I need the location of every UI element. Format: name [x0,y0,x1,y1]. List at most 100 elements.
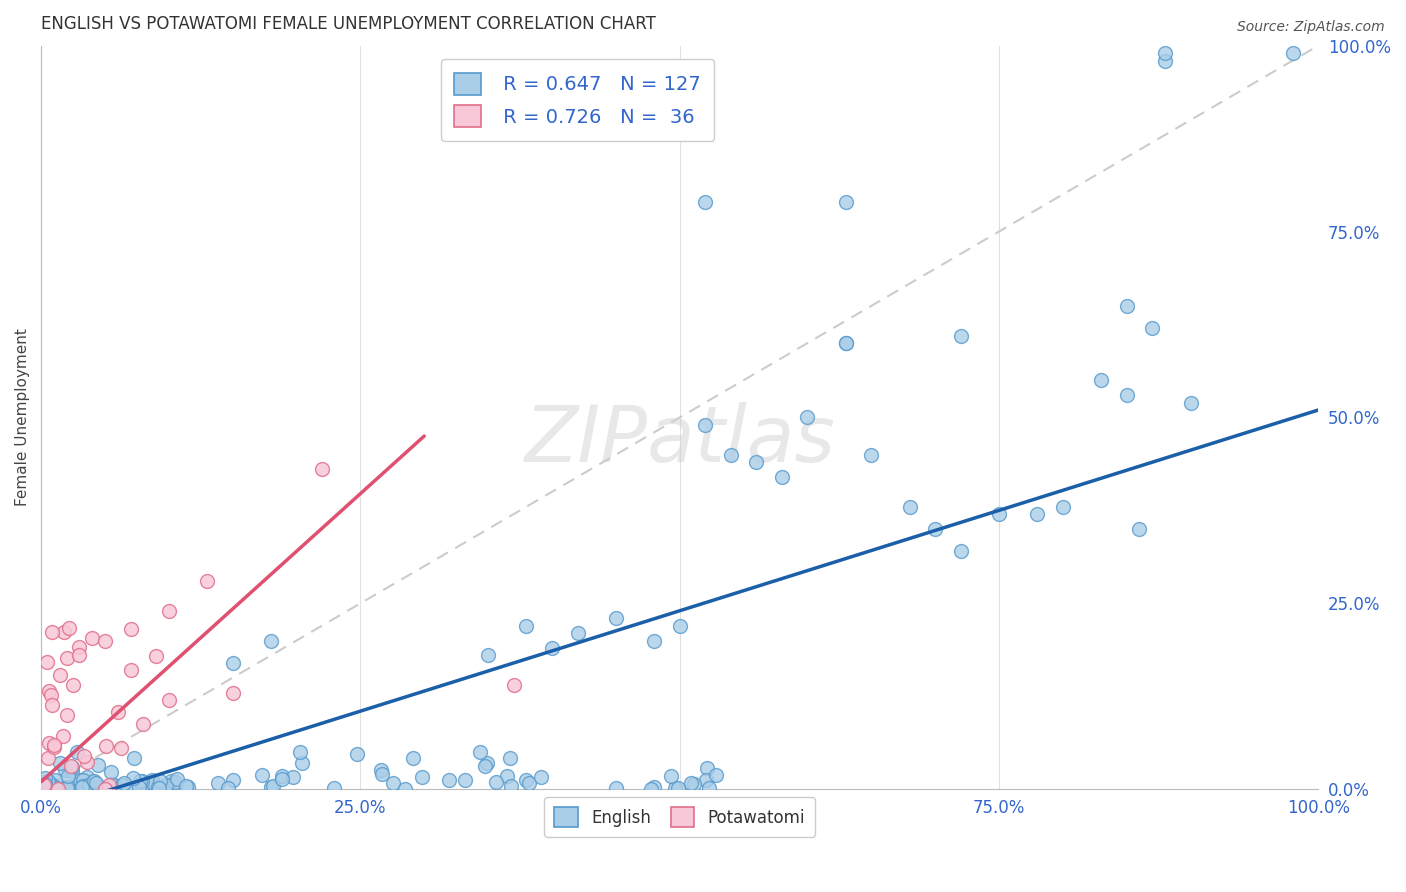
Point [55,651,77,665]
Point [720,448,742,462]
Point [115,782,138,797]
Point [96,739,118,753]
Point [41,778,63,792]
Text: ENGLISH VS POTAWATOMI FEMALE UNEMPLOYMENT CORRELATION CHART: ENGLISH VS POTAWATOMI FEMALE UNEMPLOYMEN… [41,15,657,33]
Point [49,756,72,770]
Point [112,776,135,790]
Point [1052,500,1074,514]
Point [659,769,682,783]
Point [30,781,52,796]
Point [105,779,128,793]
Point [796,410,818,425]
Point [515,618,537,632]
Point [177,780,200,794]
Point [101,777,124,791]
Point [252,768,274,782]
Point [222,772,245,787]
Point [704,768,727,782]
Point [163,775,186,789]
Point [499,750,522,764]
Point [34,777,56,791]
Point [668,618,690,632]
Point [134,778,156,792]
Point [605,611,627,625]
Point [107,706,129,720]
Point [79,782,101,797]
Point [260,633,283,648]
Point [141,772,163,787]
Point [1142,321,1164,335]
Point [439,772,461,787]
Point [31,777,53,791]
Point [860,448,883,462]
Point [62,677,84,691]
Point [129,774,152,789]
Point [1154,54,1177,68]
Point [42,738,65,752]
Point [41,780,63,795]
Point [681,775,703,789]
Point [122,771,145,785]
Point [157,693,180,707]
Point [1026,507,1049,521]
Point [72,779,94,793]
Point [46,781,69,796]
Point [290,745,312,759]
Point [1180,395,1202,409]
Point [217,781,239,796]
Point [32,779,55,793]
Point [56,781,79,796]
Point [120,663,142,677]
Point [291,756,314,771]
Point [1281,46,1303,61]
Point [468,745,491,759]
Text: Source: ZipAtlas.com: Source: ZipAtlas.com [1237,20,1385,34]
Point [45,780,67,795]
Point [87,781,110,796]
Point [77,779,100,793]
Point [474,759,496,773]
Point [221,685,243,699]
Text: ZIPatlas: ZIPatlas [524,401,835,478]
Point [32,779,55,793]
Point [76,770,98,784]
Legend: English, Potawatomi: English, Potawatomi [544,797,815,837]
Point [58,769,80,783]
Point [110,740,132,755]
Point [91,780,114,795]
Point [44,773,66,788]
Point [311,462,333,476]
Point [835,194,858,209]
Point [60,758,83,772]
Point [67,648,90,663]
Point [260,780,283,794]
Point [281,770,304,784]
Point [101,778,124,792]
Point [53,763,76,777]
Point [643,780,665,794]
Point [207,776,229,790]
Point [70,778,93,792]
Point [38,684,60,698]
Point [76,755,98,769]
Point [411,770,433,784]
Point [835,336,858,351]
Point [37,736,59,750]
Point [1115,299,1137,313]
Point [34,772,56,786]
Point [39,779,62,793]
Point [31,781,53,796]
Point [77,778,100,792]
Point [80,773,103,788]
Point [142,779,165,793]
Point [37,751,59,765]
Point [515,773,537,788]
Point [148,780,170,795]
Point [66,745,89,759]
Point [131,779,153,793]
Point [485,775,508,789]
Point [502,678,524,692]
Point [697,780,720,795]
Point [695,773,717,788]
Point [221,656,243,670]
